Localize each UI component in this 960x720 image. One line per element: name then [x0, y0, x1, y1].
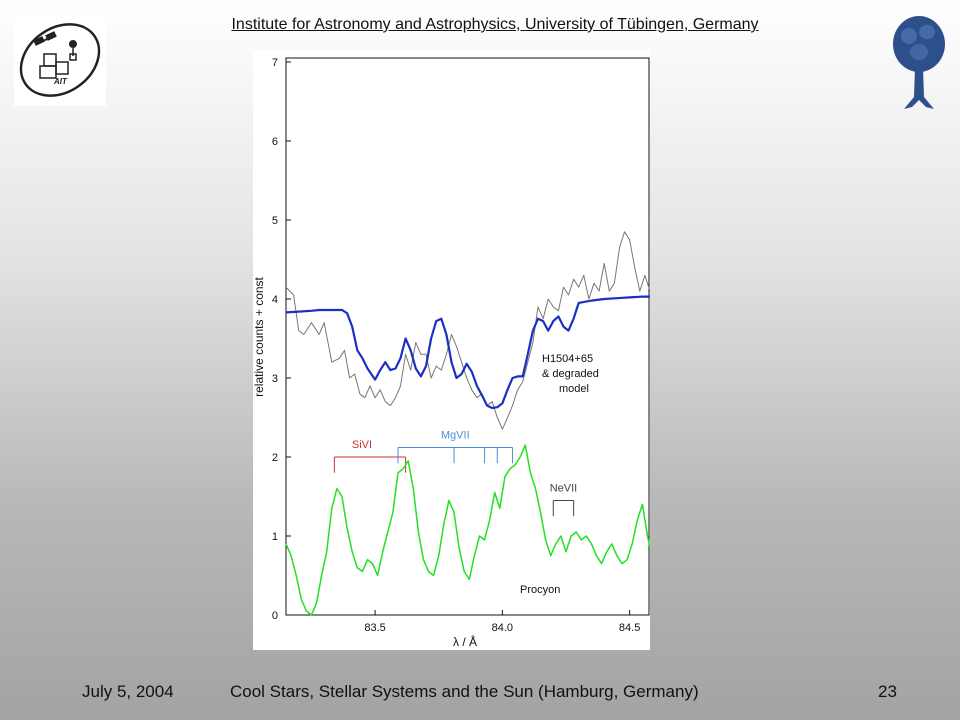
satellite-panel-icon — [33, 36, 45, 46]
line-identification-marks: SiVI MgVII NeVII — [333, 430, 578, 517]
x-tick-label: 84.5 — [619, 622, 640, 634]
footer-conference: Cool Stars, Stellar Systems and the Sun … — [230, 682, 699, 701]
line-id-label: NeVII — [550, 482, 578, 494]
series-procyon-line — [285, 444, 651, 616]
spectrum-plot-panel: 0 1 2 3 4 5 6 7 83.5 84.0 84.5 SiVI MgVII NeVII rela… — [252, 50, 651, 650]
y-tick-label: 0 — [272, 610, 278, 622]
h1504-label-line3: model — [559, 383, 589, 395]
x-tick-label: 83.5 — [364, 622, 385, 634]
line-id-nevii: NeVII — [550, 482, 578, 517]
procyon-label: Procyon — [520, 584, 560, 596]
y-tick-label: 4 — [272, 294, 278, 306]
x-tick-label: 84.0 — [492, 622, 513, 634]
h1504-label-line1: H1504+65 — [542, 353, 593, 365]
page-title: Institute for Astronomy and Astrophysics… — [231, 16, 759, 33]
footer-date: July 5, 2004 — [82, 682, 174, 701]
h1504-label-line2: & degraded — [542, 368, 599, 380]
spectrum-chart: 0 1 2 3 4 5 6 7 83.5 84.0 84.5 SiVI MgVII NeVII rela… — [252, 57, 651, 649]
y-tick-label: 7 — [272, 57, 278, 69]
y-tick-label: 1 — [272, 531, 278, 543]
plot-frame — [285, 57, 650, 616]
series-observed-line — [285, 231, 651, 430]
star-dot-icon — [69, 40, 77, 48]
series-model-line — [285, 295, 650, 410]
line-id-label: SiVI — [352, 439, 372, 451]
y-tick-label: 2 — [272, 452, 278, 464]
plot-axes — [285, 57, 650, 616]
ait-logo-text: AIT — [53, 77, 68, 86]
y-tick-label: 3 — [272, 373, 278, 385]
y-axis-label: relative counts + const — [253, 276, 266, 396]
ait-logo: AIT — [14, 14, 106, 106]
line-id-label: MgVII — [441, 430, 470, 442]
y-tick-label: 6 — [272, 136, 278, 148]
tuebingen-tree-logo — [893, 16, 945, 109]
orbit-ellipse-icon — [19, 23, 101, 97]
axis-ticks: 0 1 2 3 4 5 6 7 83.5 84.0 84.5 — [272, 57, 640, 634]
line-id-mgvii: MgVII — [397, 430, 514, 464]
line-id-sivi: SiVI — [333, 439, 407, 473]
footer-page-number: 23 — [878, 682, 897, 701]
x-axis-label: λ / Å — [453, 634, 477, 649]
spectrum-curves — [285, 231, 651, 616]
y-tick-label: 5 — [272, 215, 278, 227]
